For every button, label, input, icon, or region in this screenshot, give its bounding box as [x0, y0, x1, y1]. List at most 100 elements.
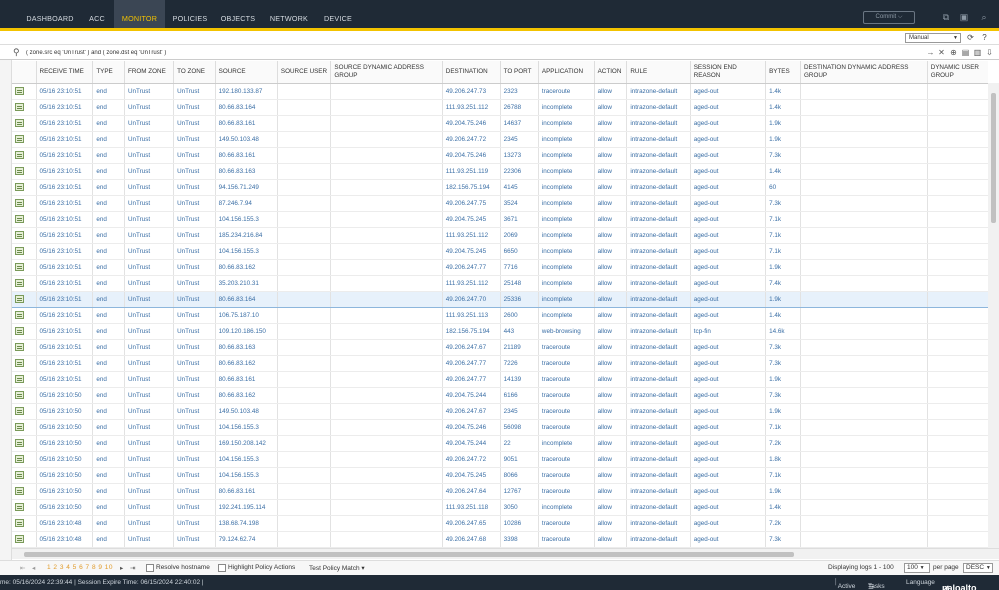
cell-rule[interactable]: intrazone-default: [626, 515, 691, 532]
cell-source[interactable]: 104.156.155.3: [215, 451, 278, 468]
table-row[interactable]: 05/16 23:10:48 end UnTrust UnTrust 79.124.62…: [12, 531, 988, 548]
cell-source-user[interactable]: [277, 323, 332, 340]
cell-application[interactable]: incomplete: [538, 275, 595, 292]
cell-destination[interactable]: 49.204.75.246: [442, 147, 501, 164]
cell-from-zone[interactable]: UnTrust: [124, 355, 175, 372]
row-detail-icon[interactable]: [15, 375, 24, 383]
prev-page-icon[interactable]: ◂: [32, 565, 36, 572]
cell-type[interactable]: end: [92, 227, 125, 244]
cell-to-port[interactable]: 6166: [500, 387, 539, 404]
cell-bytes[interactable]: 1.9k: [765, 131, 801, 148]
cell-dynamic-user-group[interactable]: [927, 387, 988, 404]
cell-destination-dag[interactable]: [800, 355, 928, 372]
cell-receive-time[interactable]: 05/16 23:10:50: [36, 483, 94, 500]
cell-receive-time[interactable]: 05/16 23:10:50: [36, 499, 94, 516]
col-header-source-user[interactable]: SOURCE USER: [277, 61, 332, 84]
row-detail-cell[interactable]: [12, 323, 37, 340]
search-global-icon[interactable]: ⌕: [981, 12, 987, 22]
page-numbers[interactable]: 1 2 3 4 5 6 7 8 9 10: [47, 564, 114, 571]
cell-to-zone[interactable]: UnTrust: [173, 99, 216, 116]
col-header-application[interactable]: APPLICATION: [538, 61, 595, 84]
cell-receive-time[interactable]: 05/16 23:10:51: [36, 243, 94, 260]
cell-to-zone[interactable]: UnTrust: [173, 467, 216, 484]
cell-session-end-reason[interactable]: aged-out: [690, 499, 767, 516]
cell-source-dag[interactable]: [330, 419, 443, 436]
cell-session-end-reason[interactable]: aged-out: [690, 483, 767, 500]
commit-button[interactable]: Commit ⌵: [863, 11, 915, 24]
cell-dynamic-user-group[interactable]: [927, 531, 988, 548]
cell-to-zone[interactable]: UnTrust: [173, 131, 216, 148]
cell-source[interactable]: 80.66.83.163: [215, 163, 278, 180]
cell-application[interactable]: incomplete: [538, 211, 595, 228]
cell-action[interactable]: allow: [594, 531, 628, 548]
cell-to-zone[interactable]: UnTrust: [173, 243, 216, 260]
cell-session-end-reason[interactable]: aged-out: [690, 147, 767, 164]
cell-receive-time[interactable]: 05/16 23:10:51: [36, 307, 94, 324]
cell-rule[interactable]: intrazone-default: [626, 339, 691, 356]
cell-session-end-reason[interactable]: aged-out: [690, 451, 767, 468]
cell-dynamic-user-group[interactable]: [927, 275, 988, 292]
cell-dynamic-user-group[interactable]: [927, 195, 988, 212]
cell-source-dag[interactable]: [330, 531, 443, 548]
cell-application[interactable]: incomplete: [538, 290, 595, 308]
cell-application[interactable]: traceroute: [538, 419, 595, 436]
cell-from-zone[interactable]: UnTrust: [124, 307, 175, 324]
cell-destination[interactable]: 49.204.75.246: [442, 115, 501, 132]
row-detail-icon[interactable]: [15, 471, 24, 479]
table-row[interactable]: 05/16 23:10:51 end UnTrust UnTrust 106.75.18…: [12, 307, 988, 324]
cell-dynamic-user-group[interactable]: [927, 419, 988, 436]
cell-destination[interactable]: 49.204.75.244: [442, 435, 501, 452]
cell-source-dag[interactable]: [330, 387, 443, 404]
cell-destination-dag[interactable]: [800, 419, 928, 436]
cell-from-zone[interactable]: UnTrust: [124, 483, 175, 500]
cell-session-end-reason[interactable]: aged-out: [690, 531, 767, 548]
cell-source-dag[interactable]: [330, 115, 443, 132]
cell-source-dag[interactable]: [330, 451, 443, 468]
cell-source[interactable]: 80.66.83.161: [215, 115, 278, 132]
row-detail-cell[interactable]: [12, 435, 37, 452]
cell-rule[interactable]: intrazone-default: [626, 227, 691, 244]
cell-type[interactable]: end: [92, 131, 125, 148]
row-detail-cell[interactable]: [12, 451, 37, 468]
cell-to-zone[interactable]: UnTrust: [173, 147, 216, 164]
cell-type[interactable]: end: [92, 403, 125, 420]
cell-receive-time[interactable]: 05/16 23:10:51: [36, 323, 94, 340]
cell-destination[interactable]: 49.206.247.73: [442, 83, 501, 100]
cell-bytes[interactable]: 60: [765, 179, 801, 196]
row-detail-icon[interactable]: [15, 359, 24, 367]
cell-to-port[interactable]: 2069: [500, 227, 539, 244]
cell-type[interactable]: end: [92, 451, 125, 468]
cell-type[interactable]: end: [92, 483, 125, 500]
col-header-source[interactable]: SOURCE: [215, 61, 278, 84]
cell-receive-time[interactable]: 05/16 23:10:50: [36, 435, 94, 452]
tab-acc[interactable]: ACC: [89, 14, 105, 23]
row-detail-cell[interactable]: [12, 371, 37, 388]
row-detail-cell[interactable]: [12, 259, 37, 276]
row-detail-cell[interactable]: [12, 195, 37, 212]
cell-type[interactable]: end: [92, 195, 125, 212]
cell-receive-time[interactable]: 05/16 23:10:51: [36, 290, 94, 308]
table-row[interactable]: 05/16 23:10:50 end UnTrust UnTrust 104.156.1…: [12, 467, 988, 484]
cell-source[interactable]: 80.66.83.164: [215, 290, 278, 308]
cell-session-end-reason[interactable]: aged-out: [690, 371, 767, 388]
table-row[interactable]: 05/16 23:10:51 end UnTrust UnTrust 109.120.1…: [12, 323, 988, 340]
cell-bytes[interactable]: 7.2k: [765, 515, 801, 532]
row-detail-icon[interactable]: [15, 503, 24, 511]
cell-type[interactable]: end: [92, 147, 125, 164]
cell-from-zone[interactable]: UnTrust: [124, 387, 175, 404]
cell-destination[interactable]: 111.93.251.112: [442, 275, 501, 292]
cell-source[interactable]: 104.156.155.3: [215, 419, 278, 436]
row-detail-cell[interactable]: [12, 403, 37, 420]
col-header-session-end-reason[interactable]: SESSION END REASON: [690, 61, 767, 84]
cell-to-port[interactable]: 3398: [500, 531, 539, 548]
cell-action[interactable]: allow: [594, 83, 628, 100]
cell-source[interactable]: 192.180.133.87: [215, 83, 278, 100]
cell-dynamic-user-group[interactable]: [927, 467, 988, 484]
cell-type[interactable]: end: [92, 179, 125, 196]
cell-source-dag[interactable]: [330, 435, 443, 452]
cell-action[interactable]: allow: [594, 419, 628, 436]
cell-application[interactable]: traceroute: [538, 339, 595, 356]
table-row[interactable]: 05/16 23:10:51 end UnTrust UnTrust 35.203.21…: [12, 275, 988, 292]
cell-application[interactable]: incomplete: [538, 499, 595, 516]
cell-destination-dag[interactable]: [800, 451, 928, 468]
